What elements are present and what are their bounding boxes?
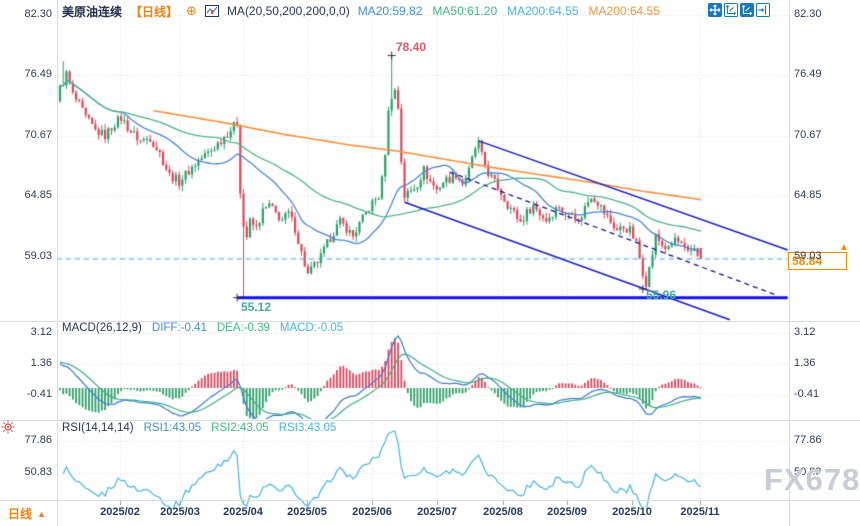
x-axis-label: 2025/06 xyxy=(352,506,392,518)
indicator-settings-icon[interactable] xyxy=(1,420,15,434)
rsi-bottom-divider xyxy=(0,500,860,501)
rsi-value: RSI2:43.05 xyxy=(211,422,269,434)
macd-title[interactable]: MACD(26,12,9) xyxy=(62,322,142,334)
y-axis-label: 76.49 xyxy=(24,68,52,81)
y-axis-label: 64.85 xyxy=(794,189,822,202)
y-axis-label: 70.67 xyxy=(794,128,822,141)
ma-value: MA50:61.20 xyxy=(432,4,498,18)
add-indicator-icon[interactable]: ⊕ xyxy=(186,3,197,18)
period-tag[interactable]: 【日线】 xyxy=(130,4,179,19)
ma-values: MA20:59.82 MA50:61.20 MA200:64.55 MA200:64.… xyxy=(358,4,670,18)
x-axis-label: 2025/11 xyxy=(680,506,720,518)
y-axis-label: 59.03 xyxy=(24,250,52,262)
axis-scale-active-icon[interactable] xyxy=(740,3,754,17)
y-axis-label: 76.49 xyxy=(794,68,822,81)
scroll-latest-arrow[interactable]: ▲ xyxy=(839,242,849,253)
main-macd-divider xyxy=(0,321,860,322)
left-axis-divider xyxy=(57,0,58,526)
y-axis-label: 1.36 xyxy=(30,357,52,370)
y-axis-label: 77.86 xyxy=(794,433,822,446)
y-axis-label: 82.30 xyxy=(794,8,822,20)
period-label[interactable]: 日线 xyxy=(8,507,33,521)
y-axis-label: 3.12 xyxy=(30,326,52,339)
ma-value: MA200:64.55 xyxy=(588,4,660,18)
rsi-value: RSI3:43.05 xyxy=(278,422,337,434)
y-axis-label: 70.67 xyxy=(24,128,52,141)
y-axis-label: -0.41 xyxy=(794,388,820,401)
x-axis-label: 2025/07 xyxy=(417,506,457,518)
y-axis-label: 50.83 xyxy=(24,466,52,478)
x-axis-label: 2025/08 xyxy=(483,506,523,518)
rsi-header: RSI(14,14,14) RSI1:43.05 RSI2:43.05 RSI3:4… xyxy=(62,421,346,435)
period-selector[interactable]: 日线 ▲ xyxy=(8,505,46,522)
macd-header: MACD(26,12,9) DIFF:-0.41 DEA:-0.39 MACD:-0… xyxy=(62,321,353,335)
axis-scale-icon[interactable] xyxy=(724,3,738,17)
x-axis-label: 2025/02 xyxy=(100,506,140,518)
main-chart-panel[interactable] xyxy=(58,12,789,320)
ma-value: MA200:64.55 xyxy=(507,4,579,18)
macd-value: MACD:-0.05 xyxy=(279,322,344,334)
x-axis-label: 2025/09 xyxy=(547,506,587,518)
y-axis-label: 50.83 xyxy=(794,466,822,478)
x-axis-label: 2025/05 xyxy=(287,506,327,518)
y-axis-label: 64.85 xyxy=(24,189,52,202)
pan-icon[interactable] xyxy=(708,3,722,17)
support-level-label: 55.12 xyxy=(241,300,272,314)
spike-high-label: 78.40 xyxy=(396,40,427,54)
collapse-panel-icon[interactable] xyxy=(756,3,770,17)
macd-value: DIFF:-0.41 xyxy=(151,322,207,334)
ma-settings[interactable]: MA(20,50,200,200,0,0) xyxy=(226,4,350,18)
chart-type-icon[interactable] xyxy=(204,4,219,18)
macd-values: DIFF:-0.41 DEA:-0.39 MACD:-0.05 xyxy=(152,322,353,334)
macd-value: DEA:-0.39 xyxy=(216,322,270,334)
y-axis-label: 77.86 xyxy=(24,433,52,446)
symbol-name[interactable]: 美原油连续 xyxy=(62,4,123,19)
rsi-value: RSI1:43.05 xyxy=(143,422,202,434)
y-axis-label: 1.36 xyxy=(794,357,816,370)
macd-panel[interactable] xyxy=(58,322,789,419)
x-axis-label: 2025/10 xyxy=(612,506,652,518)
rsi-title[interactable]: RSI(14,14,14) xyxy=(62,422,134,434)
october-low-label: 55.96 xyxy=(646,288,677,302)
rsi-values: RSI1:43.05 RSI2:43.05 RSI3:43.05 xyxy=(144,422,347,434)
chart-toolbar xyxy=(708,3,770,17)
y-axis-label: 59.03 xyxy=(794,250,822,262)
macd-rsi-divider xyxy=(0,420,860,421)
y-axis-label: 82.30 xyxy=(24,8,52,20)
period-dropdown-arrow[interactable]: ▲ xyxy=(37,508,46,519)
watermark: FX678 xyxy=(764,462,860,497)
chart-header: 美原油连续 【日线】 ⊕ MA(20,50,200,200,0,0) MA20:… xyxy=(62,3,670,19)
ma-value: MA20:59.82 xyxy=(357,4,423,18)
y-axis-label: 3.12 xyxy=(794,326,816,339)
current-price-badge: 58.84 xyxy=(788,252,847,270)
x-axis-label: 2025/04 xyxy=(223,506,263,518)
x-axis-label: 2025/03 xyxy=(160,506,200,518)
y-axis-label: -0.41 xyxy=(26,388,52,401)
